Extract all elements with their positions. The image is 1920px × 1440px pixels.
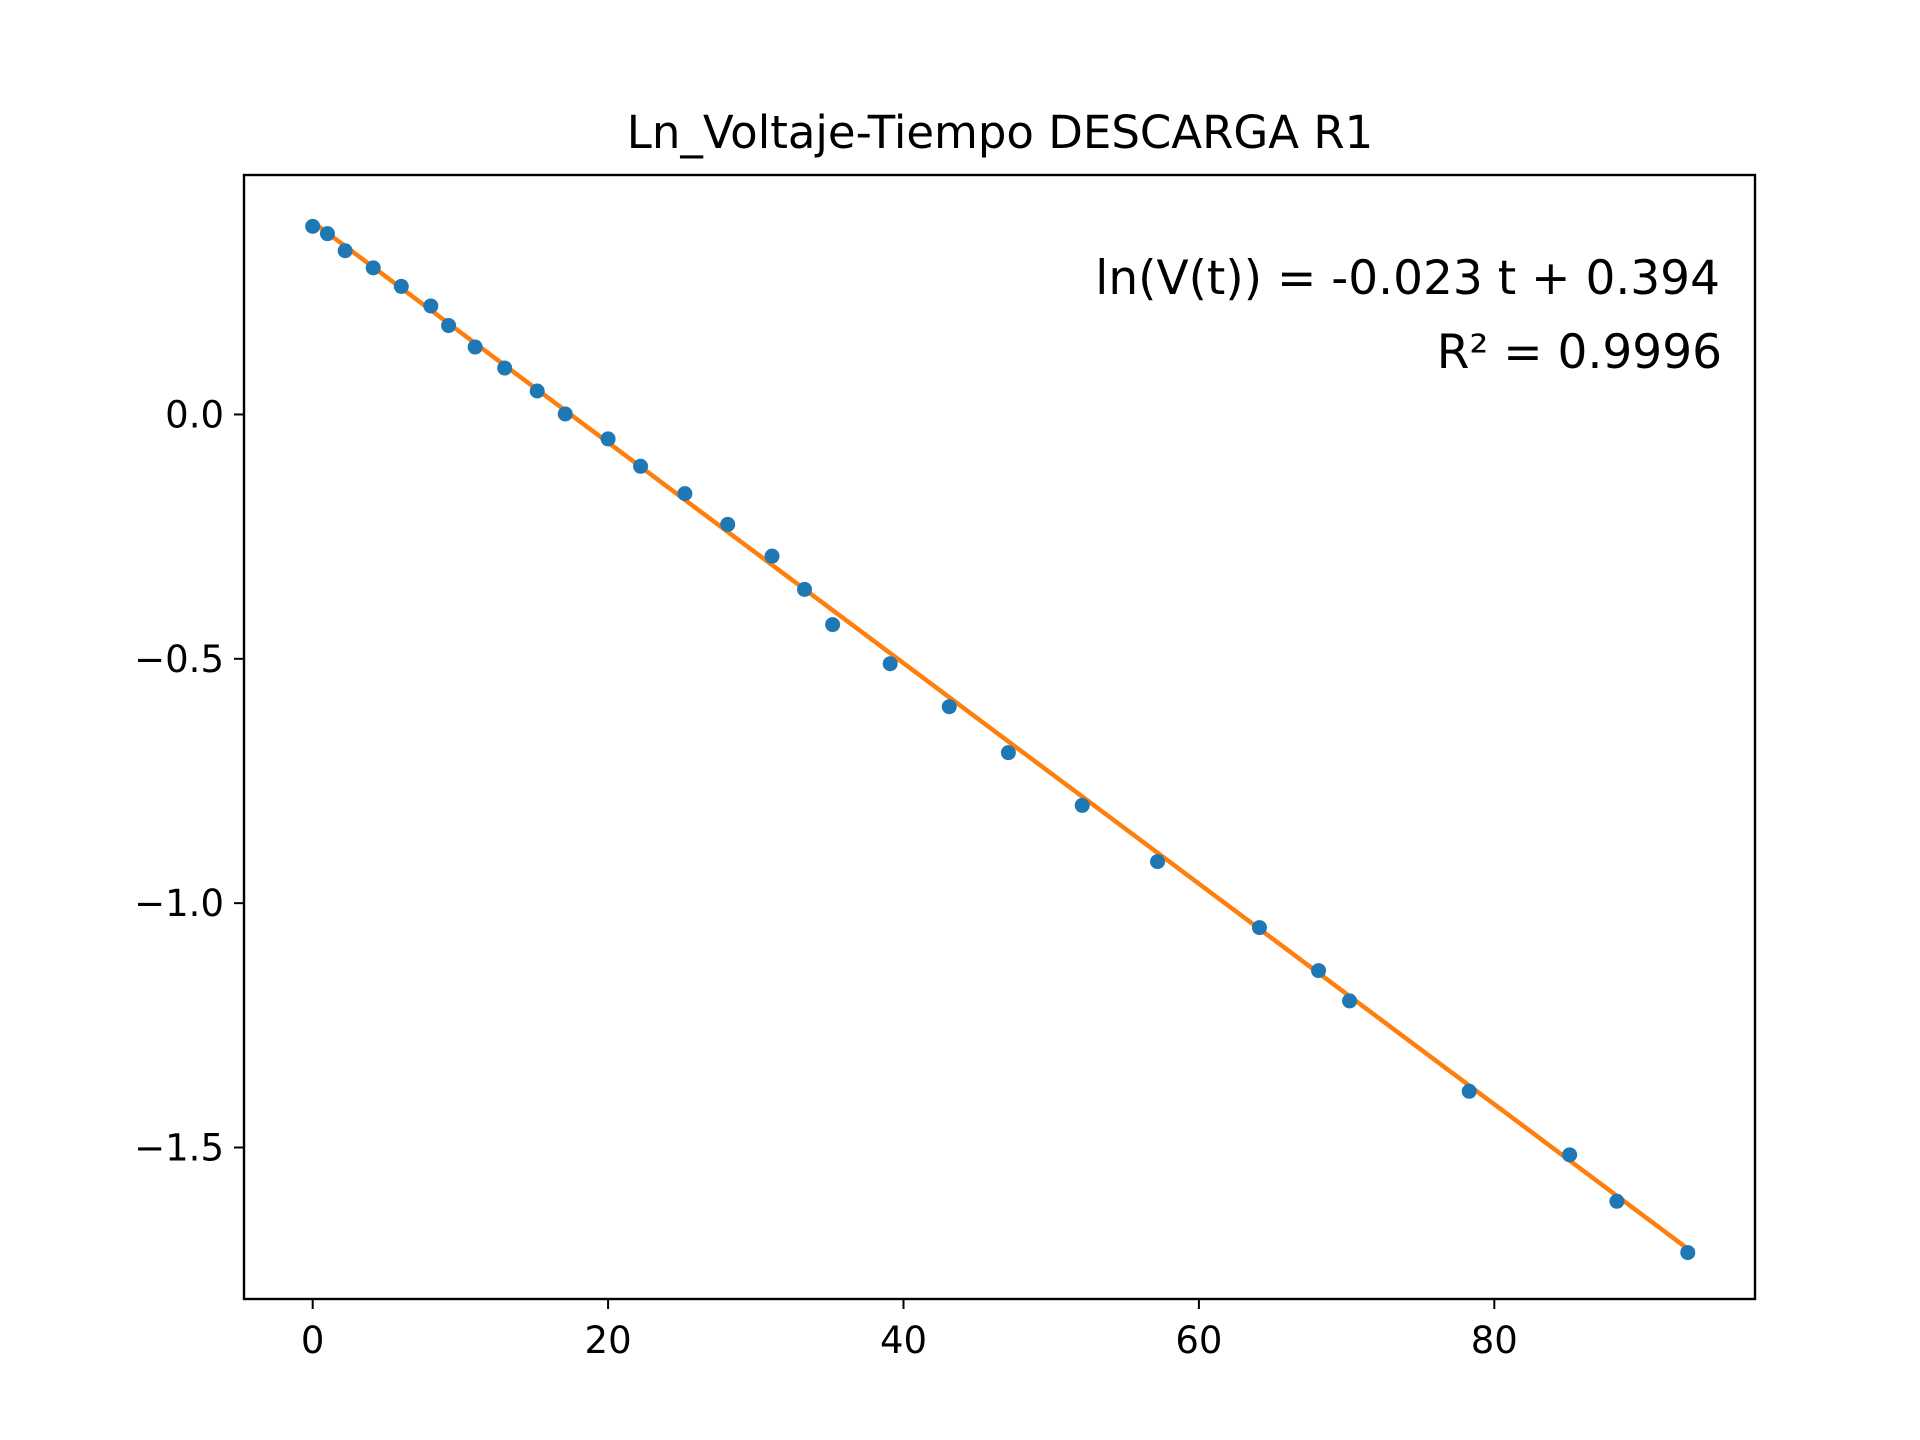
data-point — [1562, 1147, 1578, 1163]
data-point — [882, 656, 898, 672]
data-point — [1251, 920, 1267, 936]
fit-equation-label: ln(V(t)) = -0.023 t + 0.394 — [1095, 251, 1720, 306]
data-point — [797, 581, 813, 597]
data-point — [720, 516, 736, 532]
data-point — [441, 318, 457, 334]
data-point — [677, 486, 693, 502]
data-point — [633, 458, 649, 474]
x-tick-label: 60 — [1175, 1319, 1222, 1362]
data-point — [1342, 993, 1358, 1009]
x-tick-label: 0 — [301, 1319, 325, 1362]
data-point — [497, 360, 513, 376]
data-point — [941, 699, 957, 715]
x-tick-label: 40 — [880, 1319, 927, 1362]
r-squared-label: R² = 0.9996 — [1437, 325, 1722, 380]
data-point — [764, 548, 780, 564]
data-points — [305, 218, 1696, 1261]
x-tick-label: 20 — [585, 1319, 632, 1362]
data-point — [600, 431, 616, 447]
axis-ticks: 0 20 40 60 80 0.0 −0.5 −1.0 −1.5 — [134, 393, 1518, 1362]
plot-frame — [242, 173, 1757, 1301]
data-point — [825, 617, 841, 633]
data-point — [423, 298, 439, 314]
data-point — [1461, 1083, 1477, 1099]
data-point — [1000, 745, 1016, 761]
y-tick-label: −1.0 — [134, 882, 224, 925]
data-point — [1609, 1193, 1625, 1209]
data-point — [1311, 963, 1327, 979]
y-tick-label: 0.0 — [165, 393, 224, 436]
x-tick-label: 80 — [1471, 1319, 1518, 1362]
y-tick-label: −0.5 — [134, 638, 224, 681]
data-point — [529, 383, 545, 399]
data-point — [1074, 797, 1090, 813]
data-point — [393, 278, 409, 294]
data-point — [1150, 854, 1166, 870]
chart-title: Ln_Voltaje-Tiempo DESCARGA R1 — [627, 106, 1373, 159]
data-point — [467, 339, 483, 355]
data-point — [365, 260, 381, 276]
y-tick-label: −1.5 — [134, 1127, 224, 1170]
data-point — [337, 243, 353, 259]
data-point — [1680, 1245, 1696, 1261]
data-point — [557, 406, 573, 422]
data-point — [319, 226, 335, 242]
data-point — [305, 218, 321, 234]
